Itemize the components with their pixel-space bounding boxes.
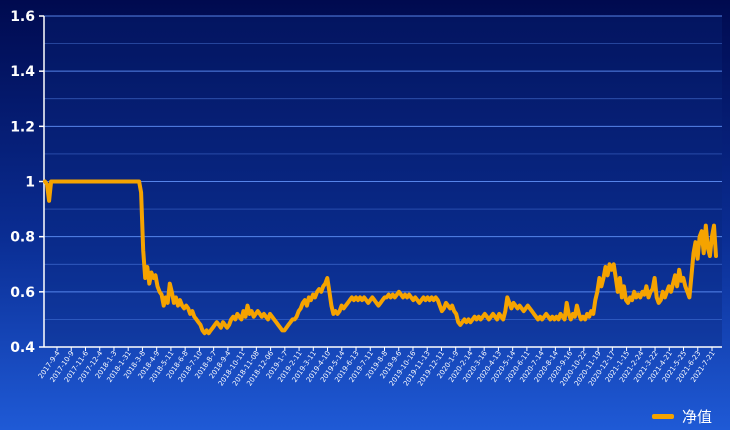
y-tick-label: 0.4 — [10, 340, 35, 356]
y-tick-label: 1.4 — [10, 64, 35, 80]
legend: 净值 — [651, 406, 712, 427]
grid-lines — [44, 15, 722, 348]
plot-area — [43, 179, 718, 336]
y-tick-label: 1 — [25, 175, 35, 191]
legend-label: 净值 — [681, 408, 712, 426]
y-tick-label: 1.2 — [10, 119, 35, 135]
y-tick-label: 1.6 — [10, 9, 35, 25]
x-axis: 2017-9-42017-10-92017-11-62017-12-42018-… — [37, 346, 722, 387]
y-tick-label: 0.6 — [10, 285, 35, 301]
y-tick-label: 0.8 — [10, 230, 35, 246]
y-axis: 0.4 0.6 0.8 1 1.2 1.4 1.6 — [10, 9, 45, 356]
legend-swatch — [651, 414, 674, 419]
series-line — [43, 179, 718, 336]
